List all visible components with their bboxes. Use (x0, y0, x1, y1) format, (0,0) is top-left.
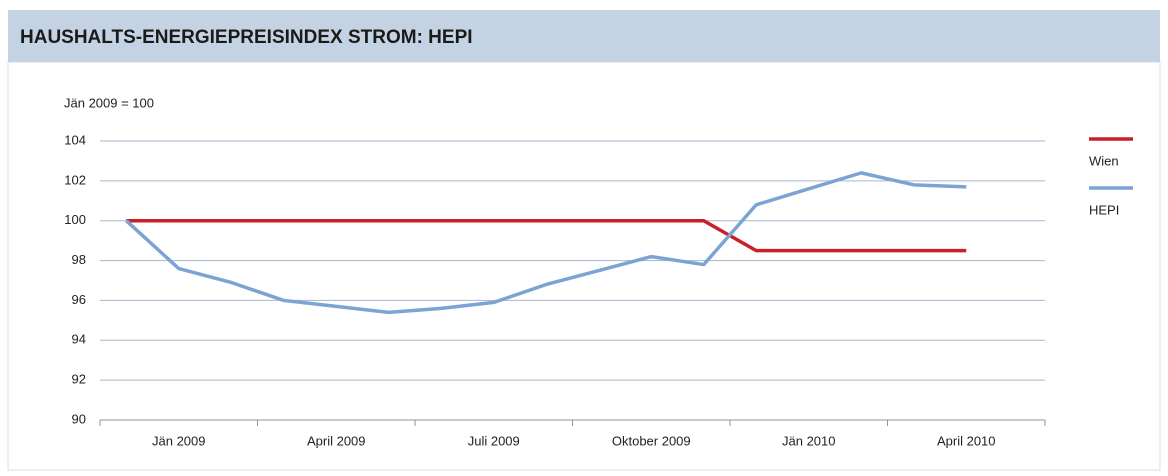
x-tick-label: Oktober 2009 (612, 433, 691, 448)
series-line (126, 218, 967, 253)
series-line (125, 171, 967, 315)
y-axis-label: Jän 2009 = 100 (64, 95, 154, 110)
x-tick-label: Jän 2009 (152, 433, 206, 448)
y-tick-label: 102 (64, 172, 86, 187)
y-tick-label: 94 (72, 332, 86, 347)
legend-label: HEPI (1089, 202, 1119, 217)
y-tick-label: 98 (72, 252, 86, 267)
header-bar (8, 10, 1160, 62)
legend-label: Wien (1089, 153, 1119, 168)
y-tick-label: 90 (72, 411, 86, 426)
x-tick-label: Jän 2010 (782, 433, 836, 448)
y-tick-label: 96 (72, 292, 86, 307)
x-tick-label: Juli 2009 (468, 433, 520, 448)
x-tick-label: April 2010 (937, 433, 996, 448)
header-title: HAUSHALTS-ENERGIEPREISINDEX STROM: HEPI (20, 27, 473, 48)
y-tick-label: 100 (64, 212, 86, 227)
y-tick-label: 92 (72, 372, 86, 387)
panel (7, 61, 1161, 471)
y-tick-label: 104 (64, 132, 86, 147)
x-tick-label: April 2009 (307, 433, 366, 448)
